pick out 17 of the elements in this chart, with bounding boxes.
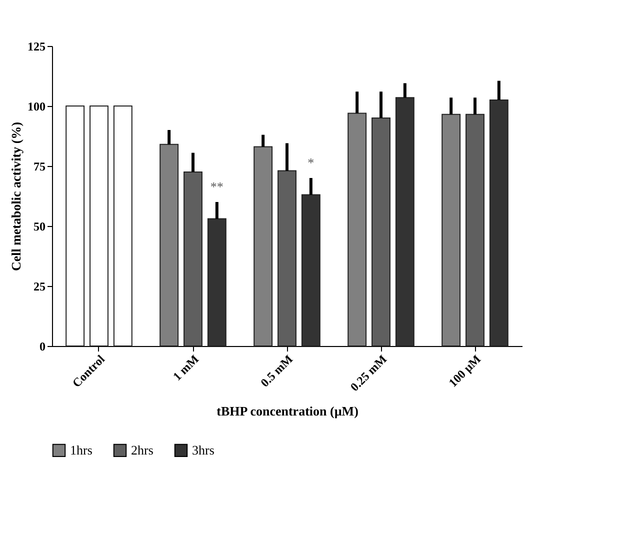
x-axis-title: tBHP concentration (µM) bbox=[216, 403, 358, 418]
y-tick-label: 125 bbox=[28, 40, 46, 54]
y-tick-label: 75 bbox=[34, 160, 46, 174]
y-tick-label: 100 bbox=[28, 100, 46, 114]
legend-label: 1hrs bbox=[70, 442, 92, 458]
annotation: * bbox=[308, 155, 314, 170]
x-tick-label: 0.25 mM bbox=[348, 352, 390, 394]
y-tick-label: 25 bbox=[34, 280, 46, 294]
x-tick-label: 1 mM bbox=[170, 352, 202, 384]
y-axis-title: Cell metabolic activity (%) bbox=[8, 122, 24, 272]
x-tick-label: 100 µM bbox=[446, 352, 484, 390]
y-tick-label: 0 bbox=[40, 340, 46, 354]
x-tick-label: 0.5 mM bbox=[258, 352, 296, 390]
legend-label: 2hrs bbox=[131, 442, 154, 458]
y-tick-label: 50 bbox=[34, 220, 46, 234]
annotation: ** bbox=[210, 179, 224, 194]
legend-label: 3hrs bbox=[192, 442, 214, 458]
